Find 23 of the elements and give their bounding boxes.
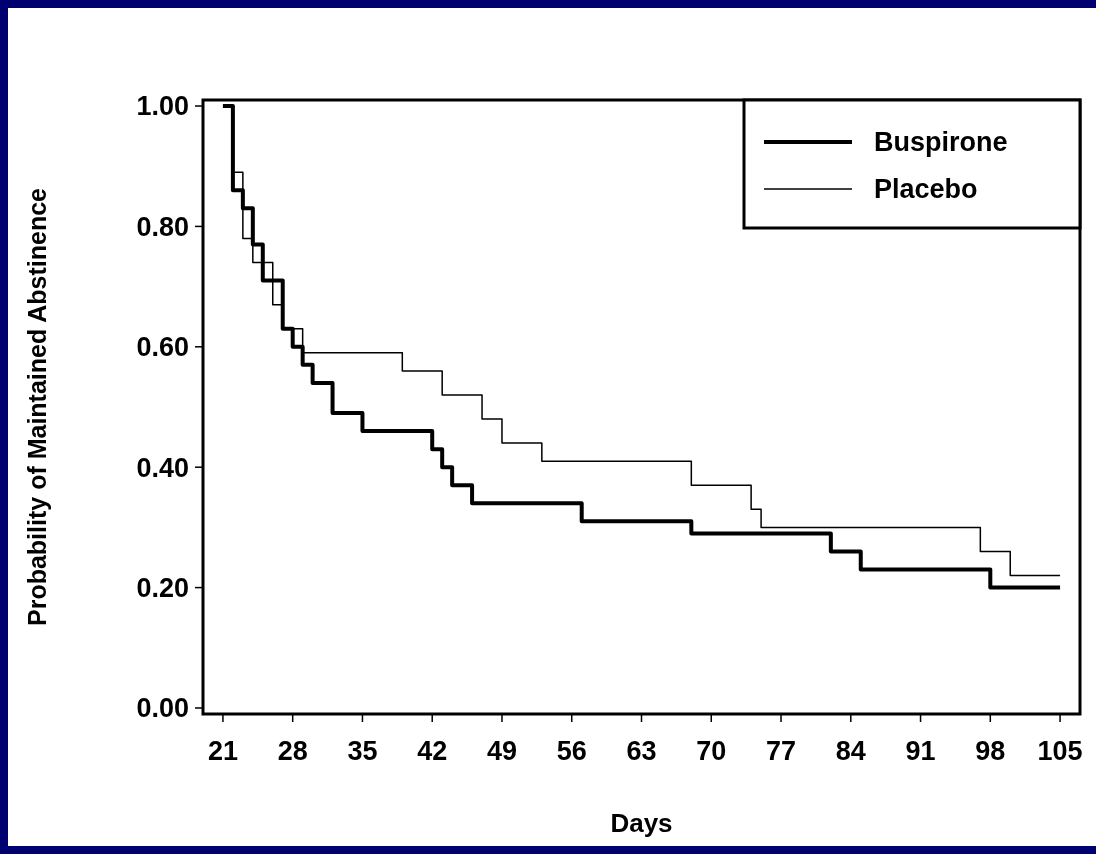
x-tick-label: 49 — [486, 736, 517, 766]
x-tick-label: 98 — [975, 736, 1006, 766]
y-tick-label: 0.60 — [136, 332, 189, 363]
y-axis-title: Probability of Maintained Abstinence — [23, 187, 51, 627]
x-tick-label: 42 — [417, 736, 448, 766]
legend-label: Placebo — [874, 174, 978, 205]
x-tick-label: 21 — [207, 736, 238, 766]
y-tick-label: 0.00 — [136, 693, 189, 724]
x-axis-title: Days — [610, 808, 673, 838]
x-tick-label: 28 — [277, 736, 308, 766]
y-tick-label: 0.80 — [136, 211, 189, 242]
legend-label: Buspirone — [874, 127, 1008, 158]
y-tick-label: 0.40 — [136, 452, 189, 483]
x-tick-label: 70 — [696, 736, 727, 766]
x-tick-label: 91 — [905, 736, 936, 766]
x-tick-label: 105 — [1037, 736, 1083, 766]
x-tick-label: 63 — [626, 736, 657, 766]
y-tick-label: 0.20 — [136, 573, 189, 604]
x-tick-label: 77 — [766, 736, 797, 766]
y-tick-label: 1.00 — [136, 91, 189, 122]
x-tick-label: 84 — [835, 736, 866, 766]
x-tick-label: 56 — [556, 736, 587, 766]
x-tick-label: 35 — [347, 736, 378, 766]
